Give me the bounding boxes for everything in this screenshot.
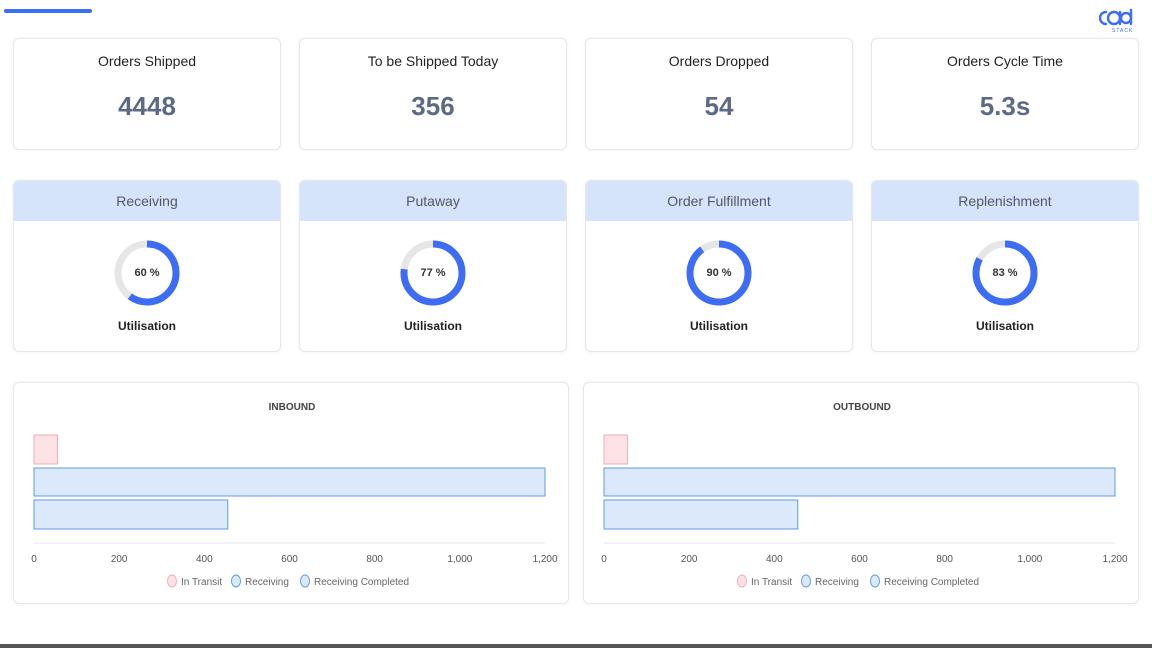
legend-label[interactable]: Receiving	[245, 577, 289, 588]
bar-receiving-completed[interactable]	[33, 499, 229, 530]
legend-swatch[interactable]	[300, 574, 310, 588]
utilisation-label: Utilisation	[403, 319, 462, 333]
utilisation-arc	[972, 240, 1038, 306]
outbound-chart-card: OUTBOUND 0 200 400 600 800 1,000 1,200 In Transi…	[583, 382, 1139, 604]
legend-swatch[interactable]	[167, 574, 177, 588]
chart-title: OUTBOUND	[833, 402, 891, 413]
bottom-bar	[0, 644, 1152, 648]
kpi-label: Orders Dropped	[668, 53, 770, 69]
util-card-receiving: Receiving 60 % Utilisation	[13, 180, 281, 352]
legend-swatch[interactable]	[737, 574, 747, 588]
x-tick-label: 1,000	[447, 554, 472, 565]
kpi-card-orders-cycle-time: Orders Cycle Time 5.3s	[871, 38, 1139, 150]
utilisation-percent: 83 %	[992, 267, 1018, 279]
bar-receiving[interactable]	[33, 467, 546, 497]
x-tick-label: 400	[196, 554, 213, 565]
chart-title: INBOUND	[269, 402, 316, 413]
x-tick-label: 200	[111, 554, 128, 565]
x-tick-label: 1,000	[1017, 554, 1042, 565]
bar-receiving[interactable]	[603, 467, 1116, 497]
utilisation-arc	[400, 240, 466, 306]
outbound-chart: OUTBOUND 0 200 400 600 800 1,000 1,200 In Transi…	[601, 402, 1128, 588]
utilisation-donut: 77 %	[399, 239, 467, 307]
utilisation-arc	[686, 240, 752, 306]
loading-progress-bar	[4, 9, 92, 13]
x-tick-label: 1,200	[532, 554, 557, 565]
kpi-label: To be Shipped Today	[367, 53, 499, 69]
utilisation-label: Utilisation	[689, 319, 748, 333]
util-card-replenishment: Replenishment 83 % Utilisation	[871, 180, 1139, 352]
kpi-value: 356	[411, 91, 455, 121]
kpi-label: Orders Cycle Time	[947, 53, 1063, 69]
x-tick-label: 600	[281, 554, 298, 565]
x-tick-label: 0	[31, 554, 37, 565]
bar-in-transit[interactable]	[603, 434, 628, 465]
utilisation-label: Utilisation	[117, 319, 176, 333]
utilisation-label: Utilisation	[975, 319, 1034, 333]
inbound-chart-card: INBOUND 0 200 400 600 800 1,000 1,200 In Transit…	[13, 382, 569, 604]
logo-subtitle: STACK	[1112, 28, 1134, 34]
legend-swatch[interactable]	[870, 574, 880, 588]
x-tick-label: 200	[681, 554, 698, 565]
util-card-title: Order Fulfillment	[586, 181, 852, 221]
x-tick-label: 0	[601, 554, 607, 565]
bar-receiving-completed[interactable]	[603, 499, 799, 530]
x-tick-label: 800	[936, 554, 953, 565]
util-card-putaway: Putaway 77 % Utilisation	[299, 180, 567, 352]
kpi-card-orders-dropped: Orders Dropped 54	[585, 38, 853, 150]
utilisation-percent: 90 %	[706, 267, 732, 279]
brand-logo: STACK	[1094, 6, 1136, 34]
util-card-title: Replenishment	[872, 181, 1138, 221]
x-tick-label: 1,200	[1102, 554, 1127, 565]
legend-swatch[interactable]	[801, 574, 811, 588]
kpi-value: 5.3s	[979, 91, 1031, 121]
inbound-chart: INBOUND 0 200 400 600 800 1,000 1,200 In Transit…	[31, 402, 558, 588]
kpi-card-to-be-shipped-today: To be Shipped Today 356	[299, 38, 567, 150]
bar-in-transit[interactable]	[33, 434, 58, 465]
utilisation-percent: 77 %	[420, 267, 446, 279]
utilisation-donut: 83 %	[971, 239, 1039, 307]
kpi-card-orders-shipped: Orders Shipped 4448	[13, 38, 281, 150]
utilisation-donut: 90 %	[685, 239, 753, 307]
legend-label[interactable]: Receiving Completed	[884, 577, 979, 588]
legend-swatch[interactable]	[231, 574, 241, 588]
kpi-value: 4448	[118, 91, 176, 121]
logo-icon	[1098, 8, 1133, 26]
legend-label[interactable]: Receiving	[815, 577, 859, 588]
util-card-order-fulfillment: Order Fulfillment 90 % Utilisation	[585, 180, 853, 352]
legend-label[interactable]: Receiving Completed	[314, 577, 409, 588]
utilisation-arc	[114, 240, 180, 306]
x-tick-label: 600	[851, 554, 868, 565]
legend-label[interactable]: In Transit	[181, 577, 222, 588]
util-card-title: Putaway	[300, 181, 566, 221]
legend-label[interactable]: In Transit	[751, 577, 792, 588]
x-tick-label: 400	[766, 554, 783, 565]
utilisation-donut: 60 %	[113, 239, 181, 307]
kpi-value: 54	[704, 91, 734, 121]
utilisation-percent: 60 %	[134, 267, 160, 279]
x-tick-label: 800	[366, 554, 383, 565]
kpi-label: Orders Shipped	[97, 53, 197, 69]
util-card-title: Receiving	[14, 181, 280, 221]
